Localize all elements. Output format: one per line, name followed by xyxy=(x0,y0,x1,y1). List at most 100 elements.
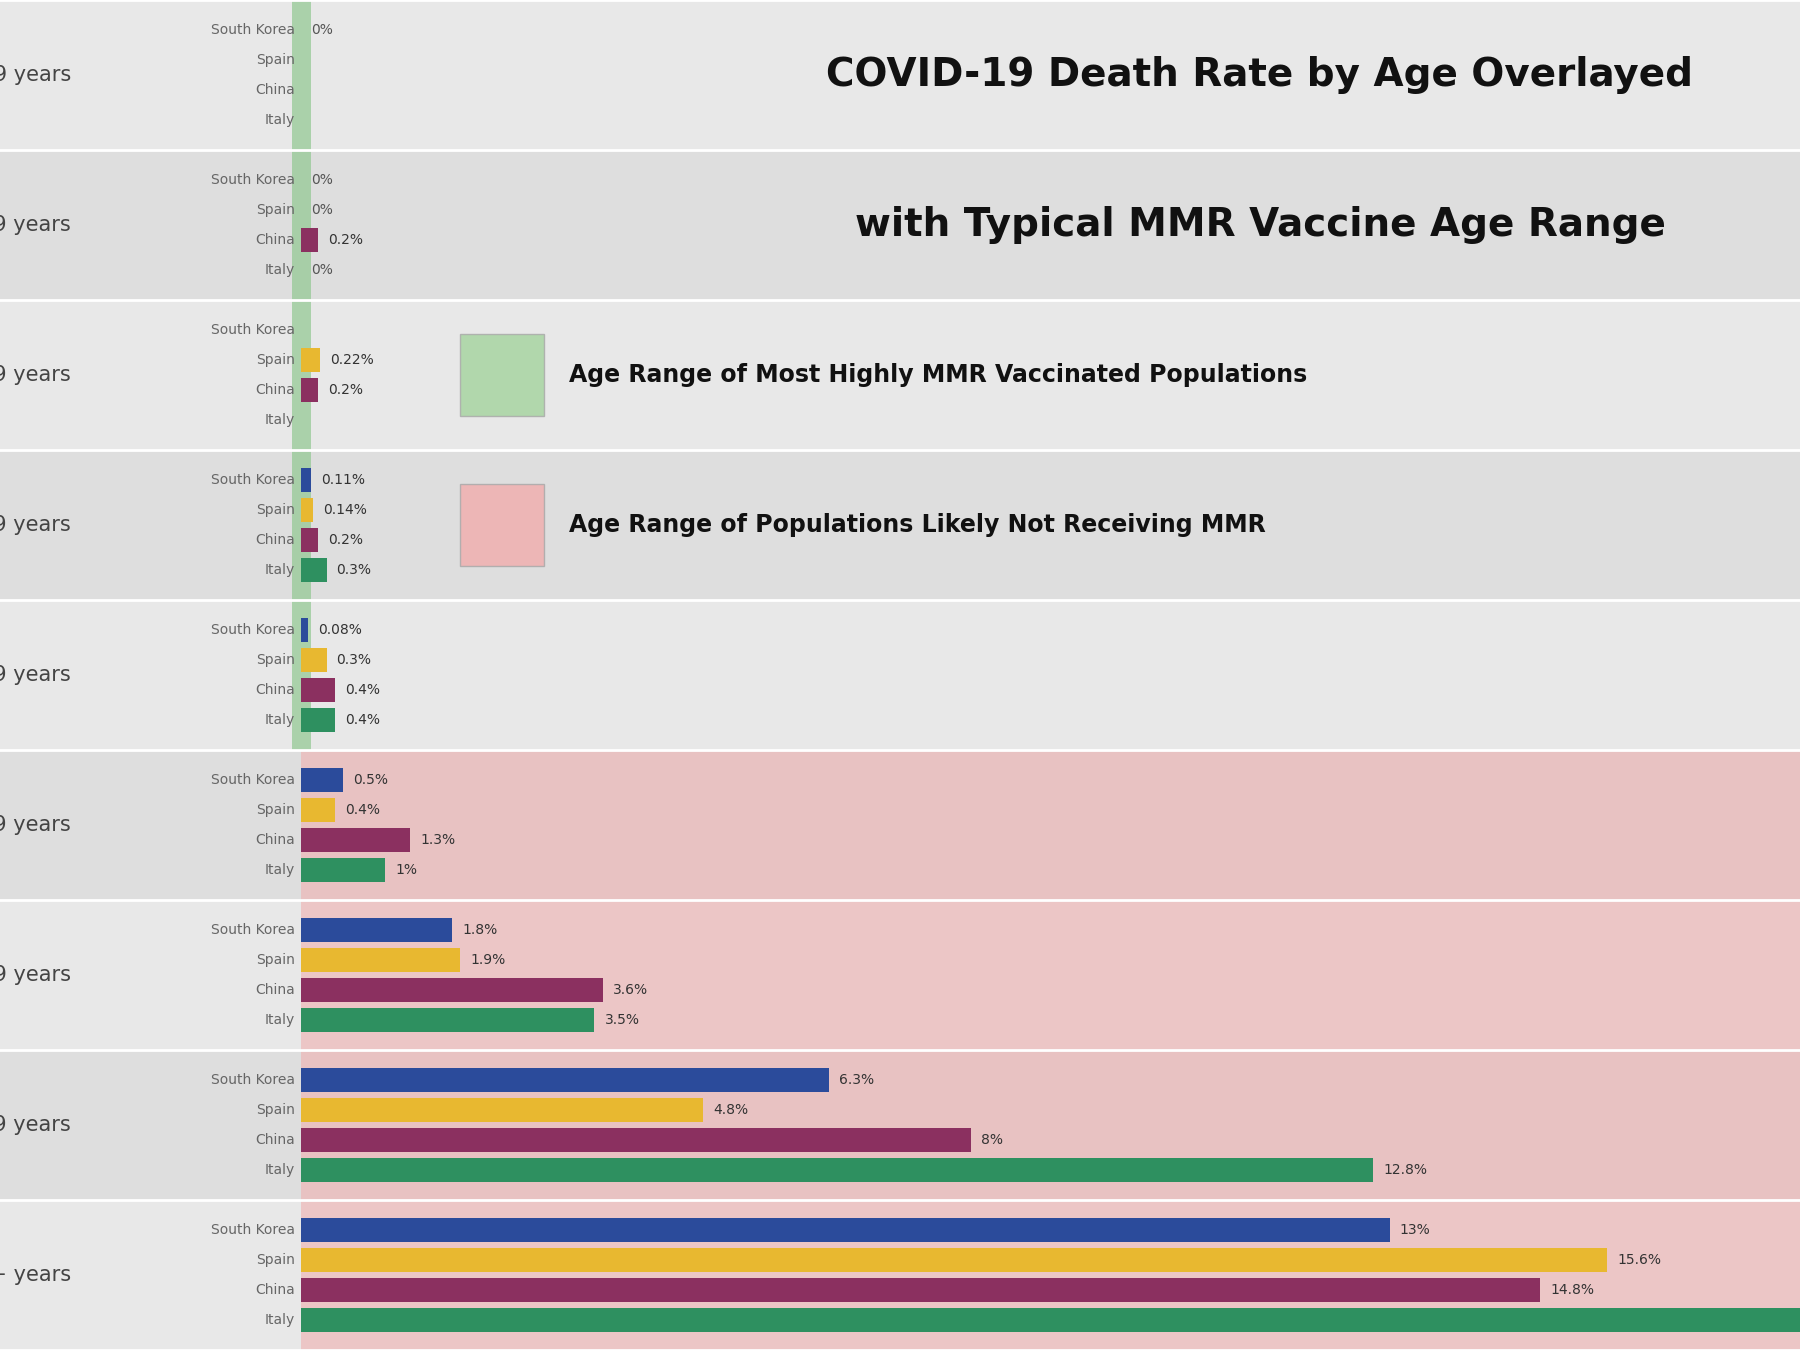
Text: 0%: 0% xyxy=(311,202,333,217)
Bar xyxy=(0,599,1800,751)
Text: Spain: Spain xyxy=(256,352,295,367)
Text: 1%: 1% xyxy=(396,863,418,878)
Text: 1.3%: 1.3% xyxy=(419,833,455,846)
Text: Spain: Spain xyxy=(256,1253,295,1268)
Text: Italy: Italy xyxy=(265,1012,295,1027)
Text: 0.08%: 0.08% xyxy=(319,622,362,637)
Text: Spain: Spain xyxy=(256,53,295,68)
Bar xyxy=(301,1068,828,1092)
Text: Age Range of Populations Likely Not Receiving MMR: Age Range of Populations Likely Not Rece… xyxy=(569,513,1265,537)
Text: 40-49 years: 40-49 years xyxy=(0,666,72,684)
Text: 1.8%: 1.8% xyxy=(463,923,497,937)
Bar xyxy=(301,378,319,402)
Bar xyxy=(301,1129,972,1152)
Text: Italy: Italy xyxy=(265,263,295,277)
Text: 3.5%: 3.5% xyxy=(605,1012,639,1027)
Bar xyxy=(301,1098,704,1122)
Text: Spain: Spain xyxy=(256,1103,295,1116)
Text: China: China xyxy=(256,983,295,998)
Bar xyxy=(0,0,1800,150)
Text: 30-39 years: 30-39 years xyxy=(0,514,72,535)
Bar xyxy=(0,1050,1800,1200)
Bar xyxy=(301,1008,594,1031)
Text: 60-69 years: 60-69 years xyxy=(0,965,72,986)
Text: China: China xyxy=(256,82,295,97)
Text: China: China xyxy=(256,1282,295,1297)
Text: 10-19 years: 10-19 years xyxy=(0,215,72,235)
Text: Italy: Italy xyxy=(265,113,295,127)
Bar xyxy=(301,1200,1800,1350)
Text: South Korea: South Korea xyxy=(211,1223,295,1237)
Bar xyxy=(301,768,344,792)
Text: South Korea: South Korea xyxy=(211,622,295,637)
Text: 0.4%: 0.4% xyxy=(346,803,380,817)
Text: 0.3%: 0.3% xyxy=(337,653,371,667)
Bar xyxy=(301,678,335,702)
Text: 12.8%: 12.8% xyxy=(1382,1162,1427,1177)
Text: China: China xyxy=(256,383,295,397)
Text: 20-29 years: 20-29 years xyxy=(0,364,72,385)
Bar xyxy=(461,333,544,416)
Bar xyxy=(301,228,319,252)
Bar xyxy=(301,977,603,1002)
Bar xyxy=(301,348,320,373)
Text: China: China xyxy=(256,533,295,547)
Bar xyxy=(301,618,308,643)
Text: Spain: Spain xyxy=(256,653,295,667)
Text: China: China xyxy=(256,683,295,697)
Bar xyxy=(301,1218,1390,1242)
Bar xyxy=(0,751,1800,900)
Text: 4.8%: 4.8% xyxy=(713,1103,749,1116)
Text: 0.22%: 0.22% xyxy=(329,352,374,367)
Bar xyxy=(301,1158,1373,1183)
Text: 0.5%: 0.5% xyxy=(353,774,389,787)
Bar xyxy=(0,450,1800,599)
Bar xyxy=(301,859,385,882)
Text: 0.2%: 0.2% xyxy=(328,234,364,247)
Text: 0.14%: 0.14% xyxy=(324,504,367,517)
Text: 0.4%: 0.4% xyxy=(346,713,380,728)
Text: 0-9 years: 0-9 years xyxy=(0,65,72,85)
Bar xyxy=(0,150,1800,300)
Text: 0%: 0% xyxy=(311,263,333,277)
Bar xyxy=(301,918,452,942)
Text: 0.3%: 0.3% xyxy=(337,563,371,576)
Text: COVID-19 Death Rate by Age Overlayed: COVID-19 Death Rate by Age Overlayed xyxy=(826,55,1694,94)
Bar xyxy=(0,900,1800,1050)
Bar xyxy=(301,828,410,852)
Text: South Korea: South Korea xyxy=(211,23,295,36)
Bar xyxy=(301,1050,1800,1200)
Text: Spain: Spain xyxy=(256,803,295,817)
Text: South Korea: South Korea xyxy=(211,323,295,338)
Bar xyxy=(301,751,1800,900)
Text: Italy: Italy xyxy=(265,1314,295,1327)
Bar xyxy=(301,900,1800,1050)
Bar xyxy=(301,707,335,732)
Bar xyxy=(301,558,326,582)
Text: 6.3%: 6.3% xyxy=(839,1073,875,1087)
Text: 0.4%: 0.4% xyxy=(346,683,380,697)
Bar xyxy=(301,1308,1800,1332)
Bar xyxy=(301,948,461,972)
Text: 50-59 years: 50-59 years xyxy=(0,815,72,836)
Text: 13%: 13% xyxy=(1400,1223,1431,1237)
Text: 0%: 0% xyxy=(311,173,333,188)
Bar xyxy=(301,498,313,522)
Text: South Korea: South Korea xyxy=(211,774,295,787)
Text: Italy: Italy xyxy=(265,563,295,576)
Text: 3.6%: 3.6% xyxy=(612,983,648,998)
Text: 0.2%: 0.2% xyxy=(328,533,364,547)
Text: 80+ years: 80+ years xyxy=(0,1265,72,1285)
Bar xyxy=(461,483,544,566)
Text: 0.11%: 0.11% xyxy=(320,472,365,487)
Text: 1.9%: 1.9% xyxy=(470,953,506,967)
Text: South Korea: South Korea xyxy=(211,1073,295,1087)
Bar xyxy=(292,0,311,751)
Bar xyxy=(301,798,335,822)
Text: 15.6%: 15.6% xyxy=(1618,1253,1661,1268)
Text: South Korea: South Korea xyxy=(211,923,295,937)
Text: 14.8%: 14.8% xyxy=(1550,1282,1595,1297)
Bar xyxy=(0,300,1800,450)
Text: China: China xyxy=(256,833,295,846)
Bar xyxy=(301,1278,1541,1301)
